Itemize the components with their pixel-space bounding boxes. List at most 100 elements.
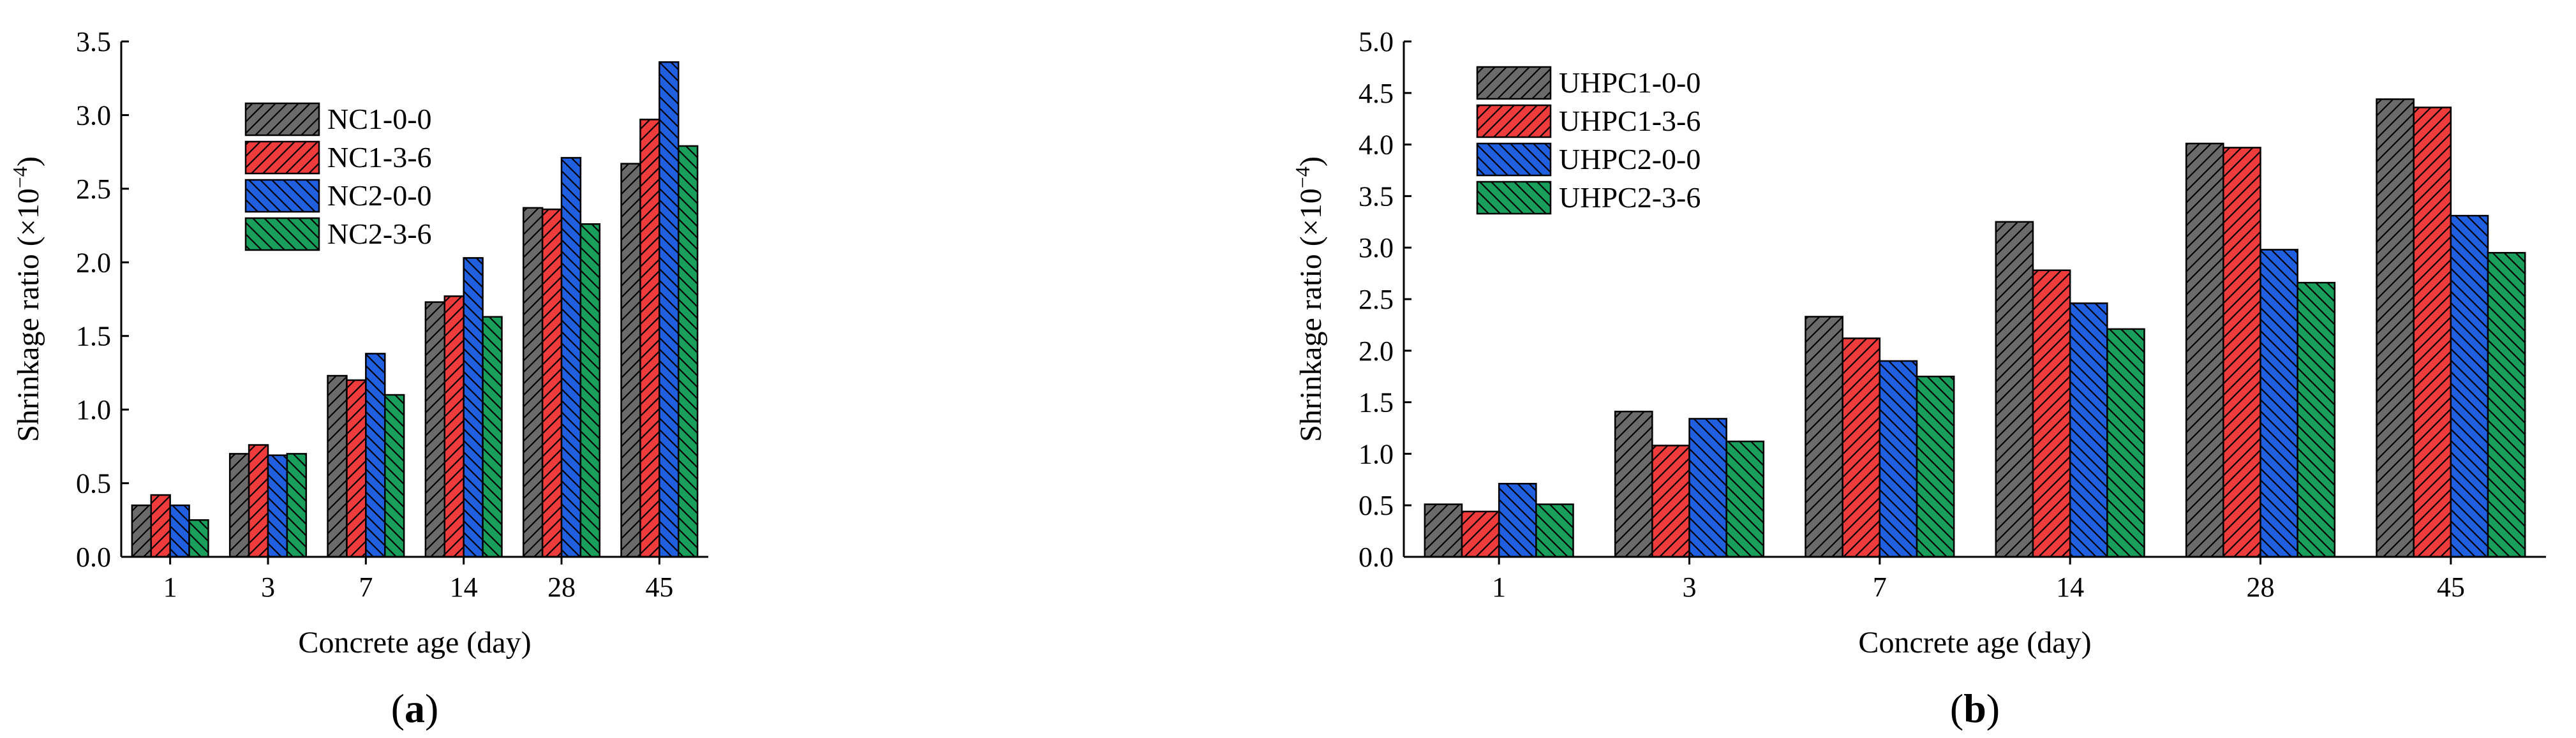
bar-nc1-0-0-day-7: [327, 374, 348, 558]
legend-swatch-nc1-3-6: [244, 140, 320, 175]
bar-nc2-3-6-day-3: [286, 453, 308, 558]
y-axis-label: Shrinkage ratio (×10−4): [1291, 156, 1328, 442]
legend-label-nc2-3-6: NC2-3-6: [327, 218, 432, 250]
bar-nc2-3-6-day-14: [482, 316, 503, 558]
y-tick-label: 2.5: [1359, 284, 1394, 315]
bar-uhpc2-0-0-day-7: [1879, 360, 1918, 558]
bar-nc2-0-0-day-14: [463, 257, 484, 558]
bar-uhpc1-0-0-day-1: [1424, 503, 1463, 558]
y-tick-label: 0.0: [76, 542, 111, 573]
y-tick-label: 0.0: [1359, 542, 1394, 573]
y-tick-label: 5.0: [1359, 26, 1394, 57]
bar-uhpc2-3-6-day-14: [2106, 328, 2145, 558]
y-tick-label: 1.0: [76, 394, 111, 425]
legend-label-uhpc1-0-0: UHPC1-0-0: [1559, 66, 1701, 99]
bar-uhpc1-3-6-day-14: [2032, 269, 2071, 558]
y-tick-label: 0.5: [1359, 490, 1394, 521]
bar-uhpc2-3-6-day-45: [2487, 252, 2526, 558]
x-tick-label: 14: [450, 572, 478, 603]
y-axis-label: Shrinkage ratio (×10−4): [8, 156, 45, 442]
bar-uhpc2-0-0-day-1: [1498, 483, 1537, 558]
bar-uhpc2-0-0-day-45: [2450, 214, 2489, 558]
bar-uhpc2-3-6-day-7: [1916, 375, 1955, 558]
bar-uhpc1-0-0-day-45: [2376, 98, 2415, 558]
x-axis-label: Concrete age (day): [298, 626, 531, 660]
bar-nc1-3-6-day-1: [150, 494, 171, 558]
bar-nc1-0-0-day-3: [228, 453, 250, 558]
x-tick-label: 28: [547, 572, 576, 603]
x-tick-label: 3: [1683, 572, 1697, 603]
legend-swatch-nc1-0-0: [244, 102, 320, 137]
legend-swatch-uhpc2-3-6: [1476, 181, 1552, 215]
y-tick-label: 3.0: [1359, 232, 1394, 263]
bar-uhpc2-3-6-day-1: [1535, 503, 1574, 558]
bar-uhpc2-0-0-day-28: [2260, 249, 2298, 558]
bar-uhpc2-3-6-day-3: [1725, 440, 1765, 558]
bar-nc1-3-6-day-28: [541, 208, 563, 558]
bar-nc1-3-6-day-3: [248, 444, 269, 558]
bar-uhpc1-0-0-day-3: [1614, 410, 1653, 558]
x-tick-label: 7: [359, 572, 373, 603]
chart-panel-b: 0.0 0.5 1.0 1.5 2.0 2.5 3.0 3.5 4.0 4.5 5.0 1 3 7 14 28…: [1291, 26, 2546, 731]
bar-nc2-3-6-day-28: [579, 223, 601, 558]
legend-swatch-nc2-0-0: [244, 179, 320, 213]
y-tick-label: 1.0: [1359, 438, 1394, 469]
legend-label-uhpc2-0-0: UHPC2-0-0: [1559, 143, 1701, 175]
bar-uhpc1-3-6-day-7: [1842, 337, 1881, 558]
bar-uhpc1-3-6-day-45: [2413, 107, 2452, 558]
bar-nc2-3-6-day-7: [383, 394, 405, 558]
bar-nc1-0-0-day-28: [522, 207, 544, 558]
y-tick-label: 3.5: [1359, 181, 1394, 212]
bar-nc1-0-0-day-1: [131, 504, 153, 558]
legend-swatch-uhpc1-0-0: [1476, 66, 1552, 100]
bar-nc1-3-6-day-45: [639, 119, 660, 558]
panel-label: (b): [1950, 686, 2000, 731]
x-tick-label: 3: [261, 572, 275, 603]
bar-nc1-0-0-day-14: [424, 301, 446, 558]
bar-uhpc1-0-0-day-28: [2185, 142, 2224, 558]
x-axis-label: Concrete age (day): [1858, 626, 2091, 660]
bar-nc1-0-0-day-45: [620, 163, 641, 558]
bar-uhpc2-0-0-day-3: [1688, 418, 1727, 558]
bar-nc2-0-0-day-45: [659, 61, 680, 558]
legend-swatch-nc2-3-6: [244, 217, 320, 251]
y-tick-label: 2.5: [76, 173, 111, 205]
x-tick-label: 7: [1873, 572, 1887, 603]
y-tick-label: 4.0: [1359, 129, 1394, 161]
bar-uhpc1-3-6-day-1: [1461, 510, 1500, 558]
legend-swatch-uhpc2-0-0: [1476, 142, 1552, 177]
x-tick-label: 45: [2437, 572, 2465, 603]
bar-nc2-3-6-day-45: [677, 145, 699, 558]
chart-panel-a: 0.0 0.5 1.0 1.5 2.0 2.5 3.0 3.5 1 3 7 14 28 45 Concret…: [8, 26, 708, 731]
y-tick-label: 3.0: [76, 100, 111, 131]
y-tick-label: 1.5: [1359, 387, 1394, 418]
bar-uhpc2-0-0-day-14: [2069, 302, 2108, 558]
bar-uhpc1-0-0-day-7: [1805, 316, 1843, 558]
y-tick-label: 0.5: [76, 468, 111, 499]
bar-uhpc2-3-6-day-28: [2297, 281, 2336, 558]
y-tick-label: 2.0: [76, 247, 111, 278]
bar-nc2-0-0-day-7: [365, 353, 386, 558]
bar-nc1-3-6-day-14: [443, 295, 465, 558]
panel-label: (a): [391, 686, 439, 731]
legend-label-nc1-3-6: NC1-3-6: [327, 141, 432, 173]
y-tick-label: 1.5: [76, 321, 111, 352]
y-tick-label: 4.5: [1359, 78, 1394, 109]
x-tick-label: 14: [2056, 572, 2084, 603]
x-tick-label: 45: [645, 572, 673, 603]
bar-uhpc1-3-6-day-28: [2222, 147, 2261, 558]
x-tick-label: 1: [1492, 572, 1506, 603]
x-tick-label: 1: [163, 572, 177, 603]
legend-label-uhpc1-3-6: UHPC1-3-6: [1559, 105, 1701, 137]
legend-label-nc2-0-0: NC2-0-0: [327, 179, 432, 212]
bar-uhpc1-3-6-day-3: [1651, 445, 1690, 558]
bar-nc2-0-0-day-3: [267, 454, 288, 558]
legend-swatch-uhpc1-3-6: [1476, 104, 1552, 138]
y-tick-label: 2.0: [1359, 336, 1394, 367]
bar-uhpc1-0-0-day-14: [1995, 221, 2034, 558]
y-tick-label: 3.5: [76, 26, 111, 57]
x-tick-label: 28: [2247, 572, 2275, 603]
bar-nc1-3-6-day-7: [346, 379, 367, 558]
